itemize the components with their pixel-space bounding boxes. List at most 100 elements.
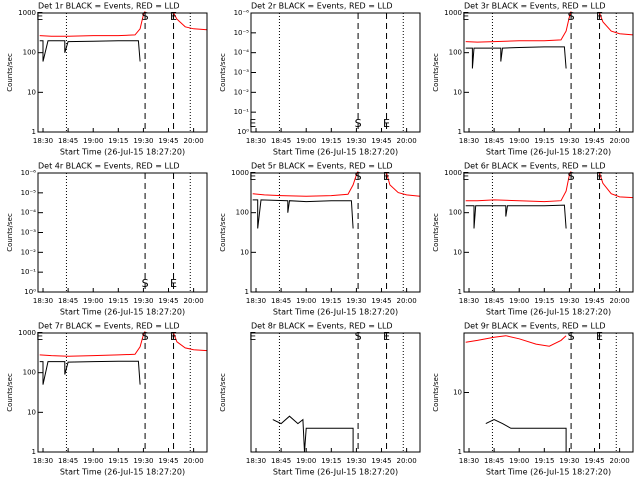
panel: Det 5r BLACK = Events, RED = LLD Start Ti… [219, 162, 421, 317]
x-tick-label: 19:00 [509, 297, 529, 305]
y-tick-label: 1000 [444, 9, 462, 17]
panel-title: Det 3r BLACK = Events, RED = LLD [464, 2, 606, 11]
x-axis-label: Start Time (26-Jul-15 18:27:20) [486, 308, 611, 317]
event-marker: E [383, 170, 390, 183]
x-tick-label: 19:15 [534, 297, 554, 305]
x-axis-label: Start Time (26-Jul-15 18:27:20) [60, 308, 185, 317]
x-tick-label: 18:45 [58, 297, 78, 305]
y-tick-label: 10⁻⁵ [234, 29, 250, 37]
panel: Det 6r BLACK = Events, RED = LLD Start Ti… [432, 162, 634, 317]
event-marker: E [170, 277, 177, 290]
y-tick-label: 1 [32, 448, 36, 456]
event-marker: E [462, 10, 469, 23]
x-tick-label: 19:30 [346, 137, 366, 145]
data-line [39, 360, 141, 385]
x-tick-label: 19:00 [83, 137, 103, 145]
x-tick-label: 19:45 [371, 137, 391, 145]
y-tick-label: 10⁻³ [21, 229, 37, 237]
x-tick-label: 19:30 [559, 297, 579, 305]
y-axis-label: Counts/sec [6, 373, 14, 412]
x-tick-label: 18:30 [33, 137, 53, 145]
x-tick-label: 20:00 [610, 137, 630, 145]
event-marker: S [568, 10, 575, 23]
y-tick-label: 10⁻¹ [21, 268, 37, 276]
x-tick-label: 19:45 [584, 297, 604, 305]
x-tick-label: 18:30 [459, 137, 479, 145]
y-tick-label: 1000 [18, 9, 36, 17]
data-line [465, 204, 567, 229]
y-tick-label: 10 [240, 248, 249, 256]
x-tick-label: 18:45 [58, 457, 78, 465]
event-marker: E [36, 10, 43, 23]
y-axis-label: Counts/sec [432, 213, 440, 252]
x-tick-label: 20:00 [184, 297, 204, 305]
y-tick-label: 1 [32, 128, 36, 136]
x-tick-label: 19:45 [371, 457, 391, 465]
x-tick-label: 19:00 [296, 137, 316, 145]
event-marker: S [355, 330, 362, 343]
x-tick-label: 19:45 [371, 297, 391, 305]
x-tick-label: 19:45 [584, 457, 604, 465]
data-line [252, 171, 421, 197]
x-tick-label: 20:00 [184, 457, 204, 465]
event-marker: S [355, 117, 362, 130]
panel-title: Det 7r BLACK = Events, RED = LLD [38, 322, 180, 331]
x-tick-label: 19:15 [321, 137, 341, 145]
x-tick-label: 19:30 [133, 297, 153, 305]
x-axis-label: Start Time (26-Jul-15 18:27:20) [60, 468, 185, 477]
event-marker: E [596, 330, 603, 343]
x-tick-label: 19:00 [83, 297, 103, 305]
event-marker: E [383, 117, 390, 130]
event-marker: E [249, 170, 256, 183]
y-tick-label: 10 [453, 248, 462, 256]
plot-frame [463, 332, 634, 453]
y-tick-label: 10 [453, 88, 462, 96]
x-tick-label: 18:45 [271, 457, 291, 465]
y-tick-label: 10⁰ [237, 128, 249, 136]
x-axis-label: Start Time (26-Jul-15 18:27:20) [273, 148, 398, 157]
panel: Det 8r BLACK = Events, RED = LLD Start Ti… [219, 322, 421, 477]
x-axis-label: Start Time (26-Jul-15 18:27:20) [273, 308, 398, 317]
x-tick-label: 19:45 [158, 137, 178, 145]
y-tick-label: 10⁻² [21, 248, 37, 256]
y-axis-label: Counts/sec [432, 373, 440, 412]
event-marker: E [249, 117, 256, 130]
data-line [465, 171, 634, 203]
panel-title: Det 6r BLACK = Events, RED = LLD [464, 162, 606, 171]
data-line [39, 40, 141, 62]
event-marker: S [568, 330, 575, 343]
x-tick-label: 18:45 [484, 137, 504, 145]
y-tick-label: 1000 [18, 329, 36, 337]
x-tick-label: 18:45 [271, 297, 291, 305]
event-marker: S [142, 10, 149, 23]
x-tick-label: 20:00 [397, 137, 417, 145]
event-marker: E [596, 170, 603, 183]
event-marker: E [596, 10, 603, 23]
y-tick-label: 100 [449, 49, 462, 57]
y-tick-label: 10⁻⁶ [234, 9, 250, 17]
y-tick-label: 100 [236, 209, 249, 217]
y-axis-label: Counts/sec [432, 53, 440, 92]
event-marker: S [568, 170, 575, 183]
data-line [465, 11, 634, 43]
plot-frame [463, 172, 634, 293]
y-tick-label: 10⁻⁶ [21, 169, 37, 177]
y-axis-label: Counts/sec [6, 53, 14, 92]
x-tick-label: 18:30 [246, 457, 266, 465]
data-line [39, 11, 208, 37]
x-tick-label: 18:45 [484, 457, 504, 465]
plot-frame [37, 12, 208, 133]
y-axis-label: Counts/sec [219, 53, 227, 92]
x-tick-label: 18:30 [33, 297, 53, 305]
event-marker: S [355, 170, 362, 183]
x-tick-label: 18:30 [246, 137, 266, 145]
y-axis-label: Counts/sec [219, 213, 227, 252]
x-tick-label: 19:45 [158, 297, 178, 305]
x-tick-label: 19:30 [346, 297, 366, 305]
x-tick-label: 19:00 [83, 457, 103, 465]
x-tick-label: 19:30 [559, 457, 579, 465]
x-tick-label: 19:30 [133, 457, 153, 465]
panel: Det 1r BLACK = Events, RED = LLD Start Ti… [6, 2, 208, 157]
x-tick-label: 19:15 [321, 457, 341, 465]
